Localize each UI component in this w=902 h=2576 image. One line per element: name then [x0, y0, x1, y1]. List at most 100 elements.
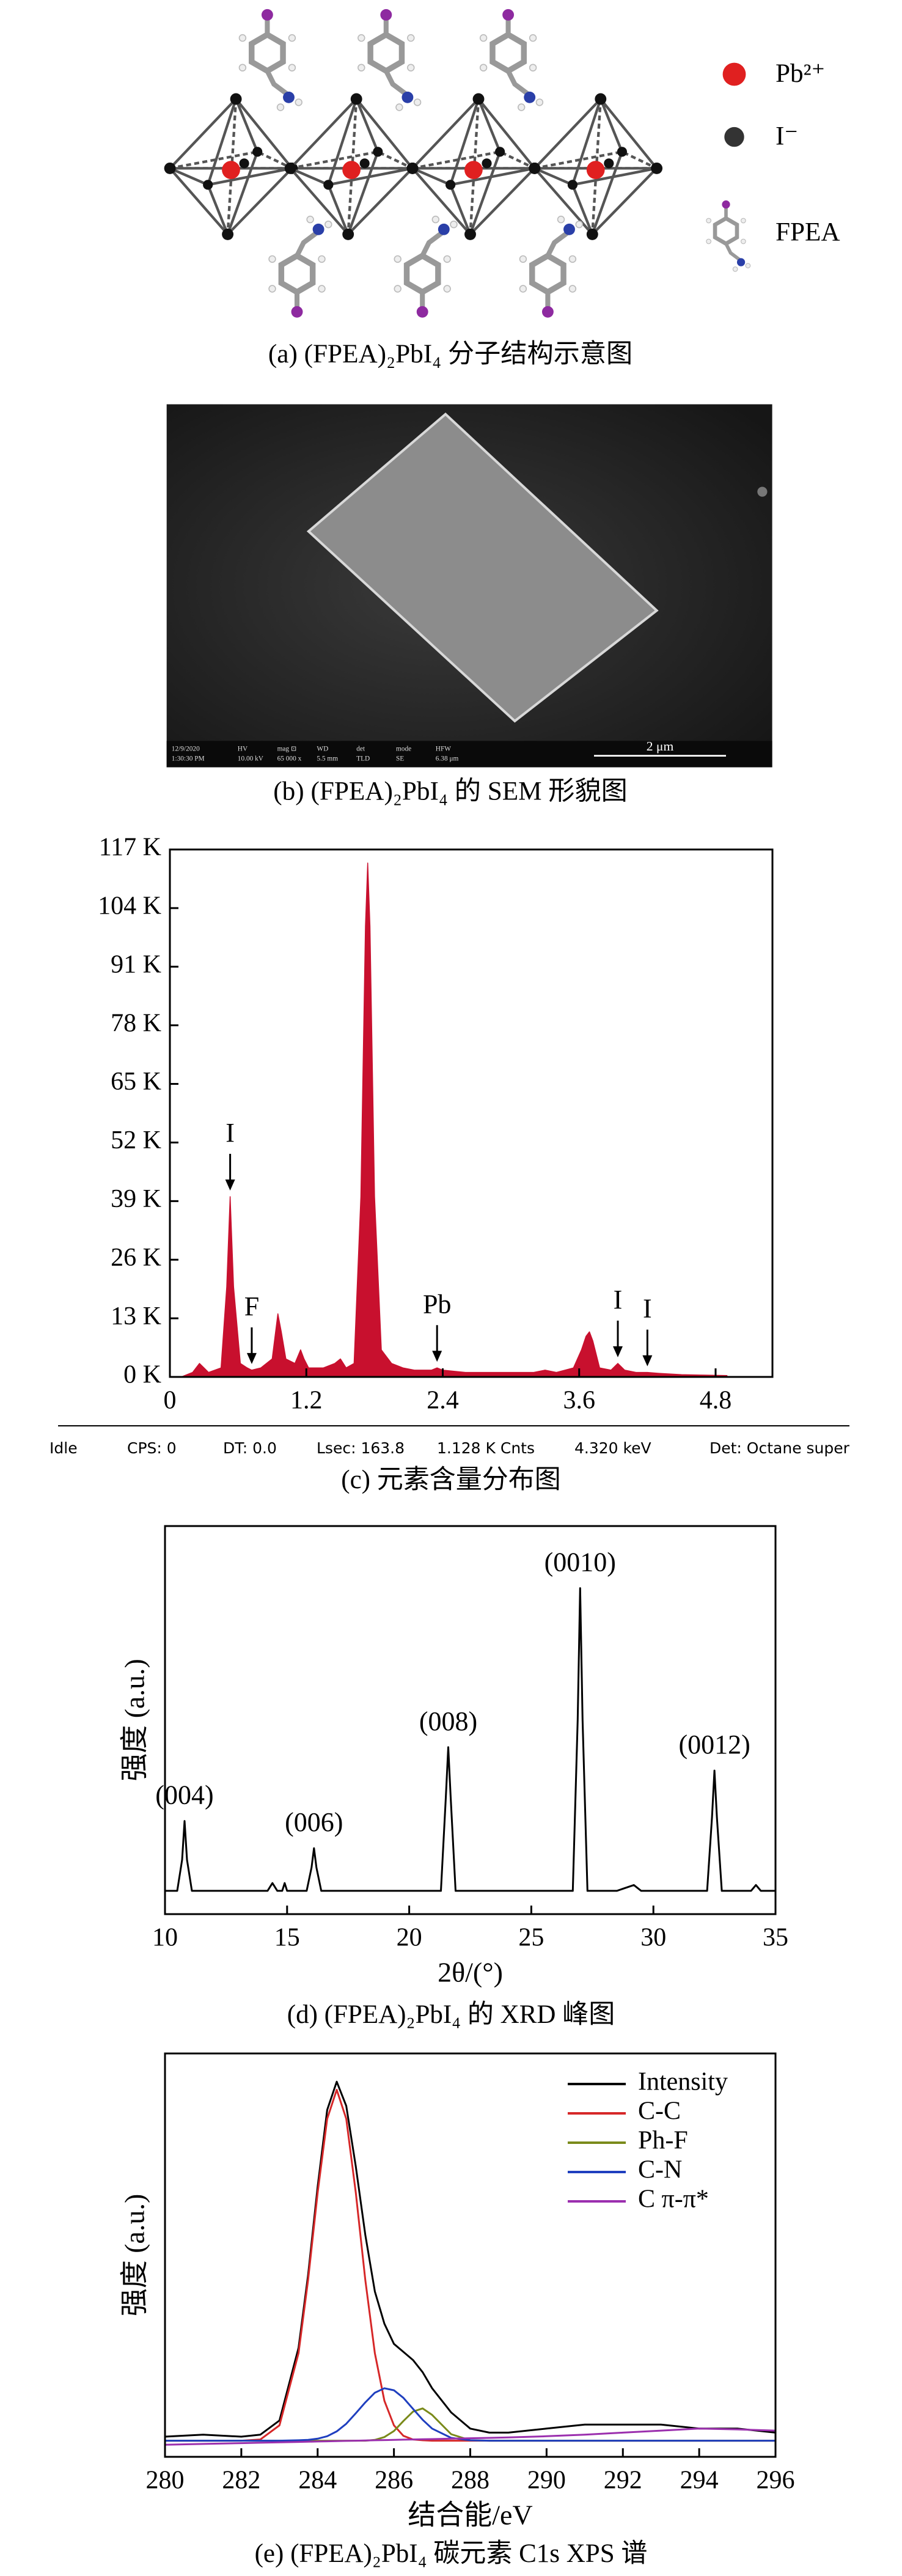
annotation: (008)	[419, 1706, 477, 1736]
scale-bar-label: 2 μm	[647, 739, 674, 754]
info-bar-text: WD	[317, 745, 328, 752]
info-bar-text: 12/9/2020	[172, 745, 200, 752]
status-bar-text: CPS: 0	[127, 1439, 177, 1457]
particle	[757, 486, 768, 497]
legend-label: C π-π*	[638, 2185, 709, 2214]
caption: (c) 元素含量分布图	[341, 1466, 560, 1494]
x-tick-label: 288	[451, 2467, 490, 2495]
y-tick-label: 117 K	[99, 834, 161, 862]
octahedron	[164, 94, 298, 240]
y-tick-label: 0 K	[123, 1361, 161, 1389]
molecule	[480, 9, 543, 111]
annotation-arrowhead	[642, 1355, 653, 1367]
x-tick-label: 25	[518, 1924, 544, 1952]
annotation-arrowhead	[612, 1346, 623, 1357]
x-tick-label: 30	[640, 1924, 666, 1952]
legend-i-marker	[724, 127, 744, 147]
x-tick-label: 4.8	[700, 1387, 732, 1415]
y-axis-label: 强度 (a.u.)	[119, 1659, 150, 1782]
status-bar-text: 4.320 keV	[574, 1439, 651, 1457]
x-tick-label: 286	[375, 2467, 413, 2495]
status-bar-text: Det: Octane super	[710, 1439, 850, 1457]
y-tick-label: 13 K	[111, 1302, 161, 1330]
x-tick-label: 294	[680, 2467, 719, 2495]
molecule	[394, 216, 457, 318]
x-tick-label: 290	[527, 2467, 566, 2495]
x-tick-label: 10	[152, 1924, 178, 1952]
status-bar-text: Idle	[50, 1439, 78, 1457]
legend-label: C-N	[638, 2156, 682, 2184]
legend-label: Pb²⁺	[776, 59, 825, 88]
panels-ab: Pb²⁺ I⁻ FPEA (a) (FPEA)₂PbI₄ 分子结构示意图 2 μ…	[164, 9, 840, 806]
panel-a: Pb²⁺ I⁻ FPEA	[164, 9, 840, 318]
x-tick-label: 292	[604, 2467, 642, 2495]
info-bar-text: 65 000 x	[277, 755, 302, 763]
plot-frame	[164, 1525, 777, 1915]
info-bar-text: 6.38 μm	[436, 755, 459, 763]
annotation: I	[643, 1294, 652, 1324]
molecule	[394, 216, 457, 318]
octahedron	[529, 94, 662, 240]
status-bar-text: DT: 0.0	[223, 1439, 277, 1457]
annotation-arrowhead	[432, 1351, 442, 1362]
y-axis-label: 强度 (a.u.)	[119, 2194, 150, 2317]
legend-pb-marker	[722, 62, 746, 86]
x-tick-label: 20	[397, 1924, 422, 1952]
annotation: (004)	[155, 1780, 213, 1810]
info-bar-text: HFW	[436, 745, 451, 752]
legend-label: FPEA	[776, 218, 840, 246]
x-tick-label: 0	[164, 1387, 177, 1415]
annotation: F	[244, 1291, 259, 1321]
info-bar-text: TLD	[356, 755, 370, 763]
status-bar-text: Lsec: 163.8	[317, 1439, 405, 1457]
x-tick-label: 2.4	[427, 1387, 459, 1415]
info-bar-texts: 12/9/2020 1:30:30 PM HV 10.00 kV mag ⊡ 65 000…	[172, 745, 459, 762]
y-tick-label: 65 K	[111, 1068, 161, 1096]
y-tick-label: 78 K	[111, 1009, 161, 1037]
x-tick-label: 296	[757, 2467, 795, 2495]
annotation: (0012)	[678, 1730, 750, 1760]
x-tick-label: 3.6	[563, 1387, 595, 1415]
molecule	[240, 9, 302, 111]
y-tick-label: 104 K	[98, 892, 161, 920]
plot-frame	[169, 848, 774, 1378]
legend-fpea-marker	[706, 200, 750, 271]
y-tick-label: 39 K	[111, 1185, 161, 1213]
info-bar-text: det	[356, 745, 365, 752]
spectrum-line	[165, 2387, 776, 2442]
x-tick-label: 1.2	[290, 1387, 323, 1415]
info-bar-text: mode	[396, 745, 411, 752]
spectrum-line	[164, 2427, 776, 2446]
annotation: Pb	[423, 1289, 451, 1319]
octahedron	[407, 94, 541, 240]
annotation: I	[614, 1285, 623, 1315]
y-tick-label: 26 K	[111, 1244, 161, 1272]
x-tick-label: 15	[274, 1924, 300, 1952]
caption: (b) (FPEA)₂PbI₄ 的 SEM 形貌图	[273, 777, 628, 806]
legend-label: I⁻	[776, 122, 798, 151]
crystal	[306, 412, 659, 723]
spectrum-area	[180, 862, 728, 1378]
status-bar-text: 1.128 K Cnts	[437, 1439, 535, 1457]
spectrum-line	[165, 1587, 776, 1892]
molecule	[269, 216, 332, 318]
annotation-arrowhead	[225, 1179, 235, 1191]
molecule	[520, 216, 583, 318]
x-tick-label: 282	[222, 2467, 260, 2495]
molecule	[358, 9, 421, 111]
molecule	[706, 200, 750, 271]
info-bar-text: 1:30:30 PM	[172, 755, 205, 763]
legend-label: C-C	[638, 2097, 681, 2126]
molecule	[269, 216, 332, 318]
info-bar-text: mag ⊡	[277, 745, 297, 752]
annotation: (0010)	[544, 1547, 616, 1577]
molecule	[520, 216, 583, 318]
info-bar-text: 5.5 mm	[317, 755, 338, 763]
y-tick-label: 52 K	[111, 1126, 161, 1154]
caption: (d) (FPEA)₂PbI₄ 的 XRD 峰图	[287, 2000, 615, 2029]
y-tick-label: 91 K	[111, 950, 161, 978]
x-tick-label: 35	[763, 1924, 788, 1952]
octahedron	[285, 94, 419, 240]
